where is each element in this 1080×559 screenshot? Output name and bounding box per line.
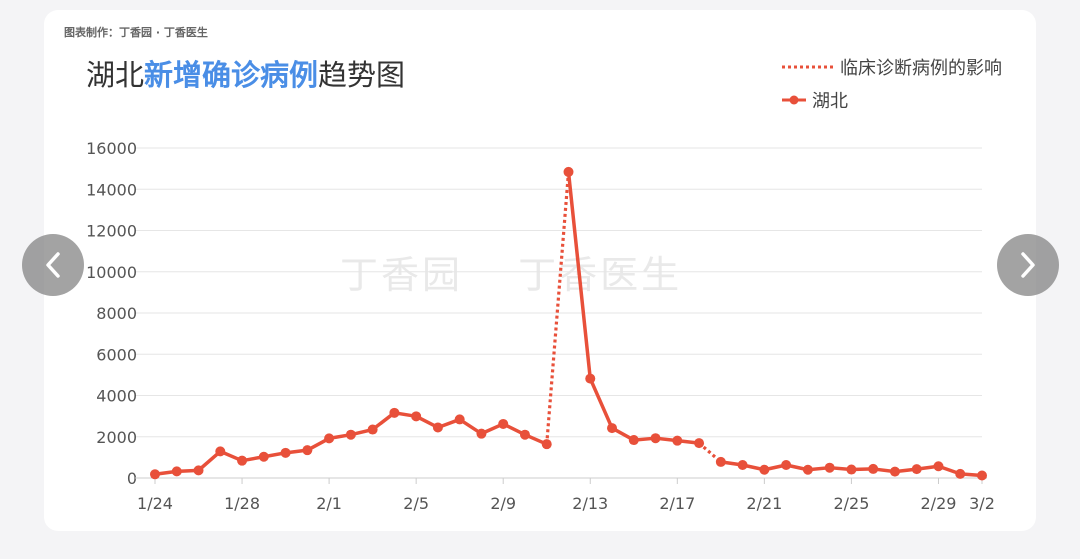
x-tick-label: 2/5: [403, 494, 429, 513]
data-point: [715, 456, 726, 467]
data-point: [585, 373, 596, 384]
data-point: [171, 466, 182, 477]
data-point: [889, 466, 900, 477]
series-segment-dotted: [545, 171, 571, 445]
dotted-line-legend-icon: [782, 65, 834, 69]
y-tick-label: 2000: [96, 428, 137, 447]
chevron-right-icon: [1021, 252, 1035, 278]
x-tick-label: 3/2: [969, 494, 995, 513]
data-point: [302, 445, 313, 456]
y-tick-label: 16000: [86, 139, 137, 158]
data-point: [150, 469, 160, 480]
data-point: [607, 423, 618, 434]
data-point: [454, 414, 465, 425]
data-point: [933, 461, 944, 472]
x-tick-label: 2/17: [659, 494, 695, 513]
data-point: [476, 428, 487, 439]
data-point: [367, 424, 378, 435]
data-point: [977, 470, 987, 481]
x-tick-label: 2/13: [572, 494, 608, 513]
x-tick-label: 2/25: [833, 494, 869, 513]
watermark-text-1: 丁香园: [340, 253, 464, 297]
y-tick-label: 0: [127, 469, 137, 488]
x-tick-label: 1/28: [224, 494, 260, 513]
x-tick-label: 2/29: [921, 494, 957, 513]
data-point: [955, 468, 966, 479]
chart-credit: 图表制作：丁香园 · 丁香医生: [64, 26, 208, 39]
y-tick-label: 6000: [96, 345, 137, 364]
legend-label-clinical: 临床诊断病例的影响: [840, 58, 1002, 79]
series-segment: [566, 170, 593, 381]
data-point: [781, 460, 792, 471]
chart-title: 湖北新增确诊病例趋势图: [86, 52, 405, 94]
data-point: [258, 451, 269, 462]
data-point: [694, 438, 705, 449]
data-point: [672, 435, 683, 446]
data-point: [824, 462, 835, 473]
data-point: [650, 433, 661, 444]
data-point: [411, 411, 422, 422]
title-highlight: 新增确诊病例: [144, 58, 319, 92]
title-region: 湖北: [86, 58, 145, 92]
prev-button[interactable]: [22, 234, 84, 296]
data-point: [432, 422, 443, 433]
series-segment-dotted: [698, 441, 722, 464]
data-point: [498, 418, 509, 429]
data-point: [759, 464, 770, 475]
y-tick-label: 14000: [86, 180, 137, 199]
data-point: [846, 464, 857, 475]
line-marker-legend-icon: [782, 95, 806, 105]
title-suffix: 趋势图: [318, 58, 406, 92]
x-tick-label: 1/24: [137, 494, 173, 513]
chevron-left-icon: [46, 252, 60, 278]
data-point: [563, 166, 574, 177]
data-point: [280, 447, 291, 458]
legend-item-clinical: 临床诊断病例的影响: [780, 54, 1002, 80]
watermark-text-2: 丁香医生: [518, 253, 683, 297]
x-tick-label: 2/9: [490, 494, 516, 513]
data-point: [628, 435, 639, 446]
data-point: [193, 465, 204, 476]
y-tick-label: 10000: [86, 263, 137, 282]
data-point: [324, 433, 335, 444]
data-point: [868, 463, 879, 474]
data-point: [541, 439, 552, 450]
next-button[interactable]: [997, 234, 1059, 296]
y-tick-label: 12000: [86, 222, 137, 241]
data-point: [389, 407, 400, 418]
legend-label-hubei: 湖北: [812, 91, 848, 112]
data-point: [802, 464, 813, 475]
y-tick-label: 4000: [96, 387, 137, 406]
x-tick-label: 2/1: [316, 494, 342, 513]
y-tick-label: 8000: [96, 304, 137, 323]
data-point: [237, 455, 248, 466]
data-point: [215, 446, 226, 457]
x-tick-label: 2/21: [746, 494, 782, 513]
data-point: [737, 460, 748, 471]
legend-item-hubei: 湖北: [780, 87, 848, 113]
chart-card: [44, 10, 1036, 531]
data-point: [345, 429, 356, 440]
watermark: 丁香园 丁香医生: [340, 244, 682, 299]
data-point: [519, 429, 530, 440]
data-point: [911, 464, 922, 475]
series-segment: [588, 376, 614, 430]
